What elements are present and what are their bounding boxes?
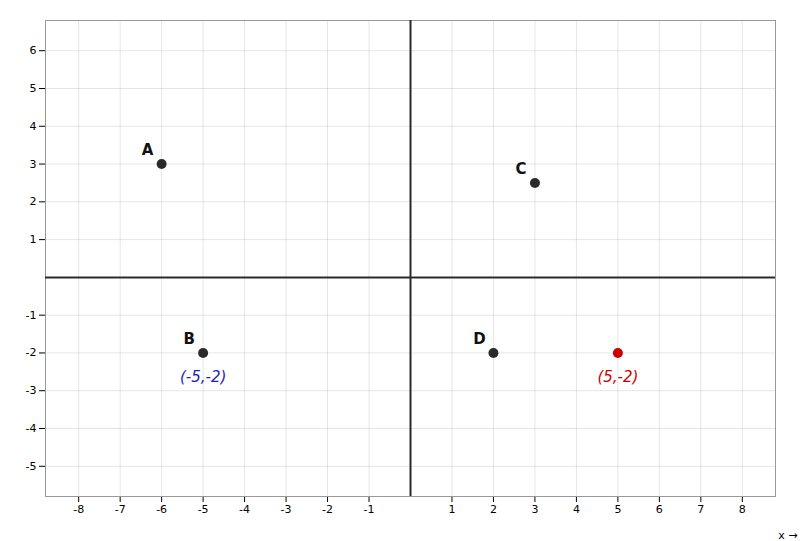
svg-text:-1: -1 <box>26 309 37 322</box>
svg-text:-4: -4 <box>26 422 37 435</box>
svg-text:4: 4 <box>30 120 37 133</box>
svg-text:(-5,-2): (-5,-2) <box>180 368 226 386</box>
svg-text:6: 6 <box>30 44 37 57</box>
svg-text:-3: -3 <box>281 503 292 516</box>
svg-text:-2: -2 <box>26 346 37 359</box>
svg-text:-2: -2 <box>322 503 333 516</box>
svg-text:C: C <box>515 160 526 178</box>
svg-text:-8: -8 <box>73 503 84 516</box>
svg-text:-5: -5 <box>198 503 209 516</box>
svg-text:4: 4 <box>573 503 580 516</box>
svg-text:-6: -6 <box>156 503 167 516</box>
svg-text:1: 1 <box>448 503 455 516</box>
svg-text:-4: -4 <box>239 503 250 516</box>
svg-text:5: 5 <box>614 503 621 516</box>
svg-text:1: 1 <box>30 233 37 246</box>
svg-text:7: 7 <box>697 503 704 516</box>
svg-text:-1: -1 <box>364 503 375 516</box>
svg-text:B: B <box>183 330 194 348</box>
svg-text:(5,-2): (5,-2) <box>597 368 638 386</box>
svg-text:-7: -7 <box>115 503 126 516</box>
svg-text:6: 6 <box>656 503 663 516</box>
svg-text:3: 3 <box>30 158 37 171</box>
svg-text:8: 8 <box>739 503 746 516</box>
svg-text:2: 2 <box>30 195 37 208</box>
svg-text:A: A <box>142 141 154 159</box>
svg-text:-5: -5 <box>26 460 37 473</box>
svg-text:3: 3 <box>531 503 538 516</box>
svg-text:-3: -3 <box>26 384 37 397</box>
svg-text:5: 5 <box>30 82 37 95</box>
svg-text:x →: x → <box>778 529 797 541</box>
svg-text:2: 2 <box>490 503 497 516</box>
svg-text:D: D <box>473 330 485 348</box>
